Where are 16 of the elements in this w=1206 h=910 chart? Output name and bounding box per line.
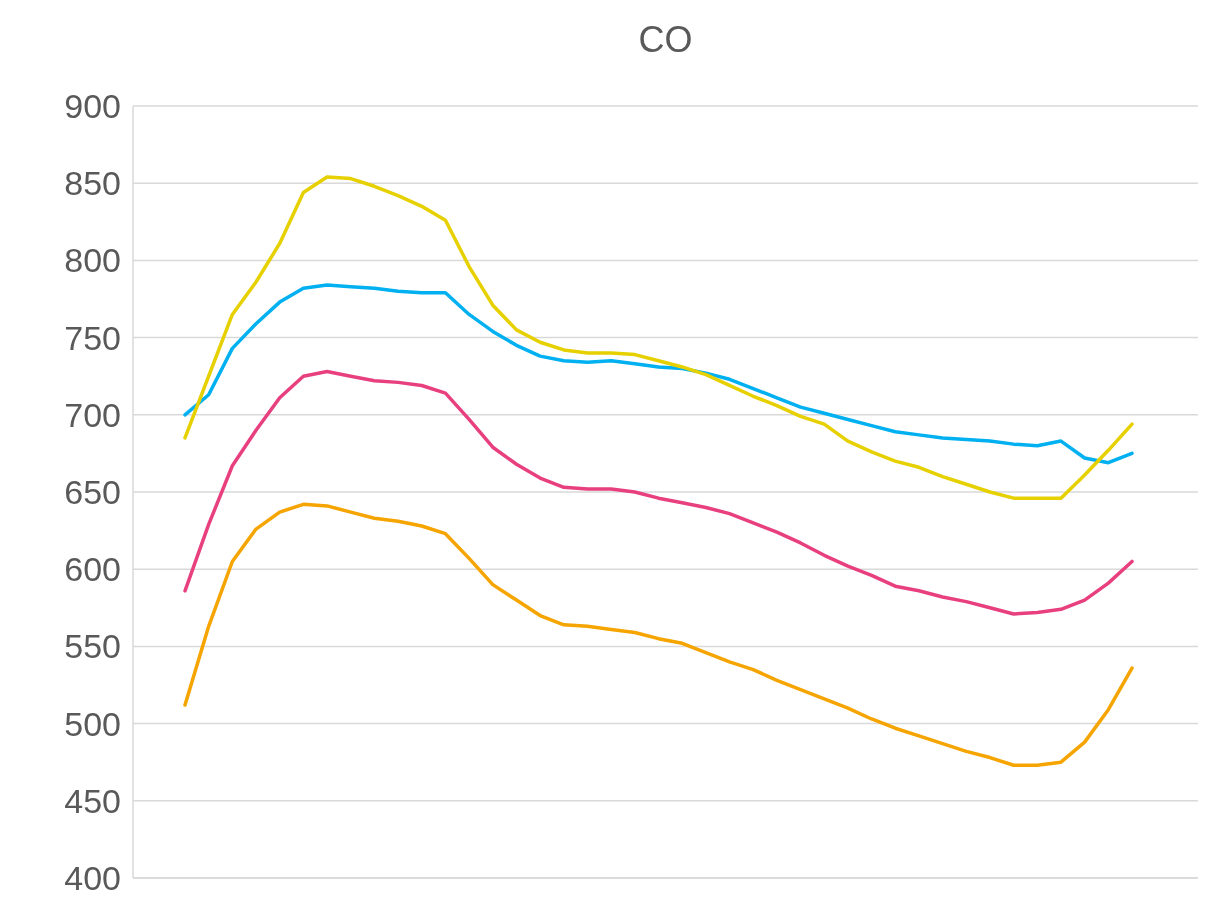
y-tick-label: 800 (64, 241, 121, 280)
line-series (183, 175, 1134, 500)
y-tick-label: 750 (64, 318, 121, 357)
y-tick-label: 700 (64, 395, 121, 434)
chart-title: CO (638, 19, 693, 60)
line-series (183, 502, 1134, 768)
y-tick-label: 400 (64, 858, 121, 897)
y-tick-label: 900 (64, 86, 121, 125)
y-tick-label: 850 (64, 164, 121, 203)
y-tick-label: 450 (64, 781, 121, 820)
line-series (183, 283, 1134, 465)
y-tick-label: 500 (64, 704, 121, 743)
y-tick-label: 600 (64, 550, 121, 589)
y-tick-label: 550 (64, 627, 121, 666)
y-tick-label: 650 (64, 472, 121, 511)
line-series (183, 369, 1134, 616)
